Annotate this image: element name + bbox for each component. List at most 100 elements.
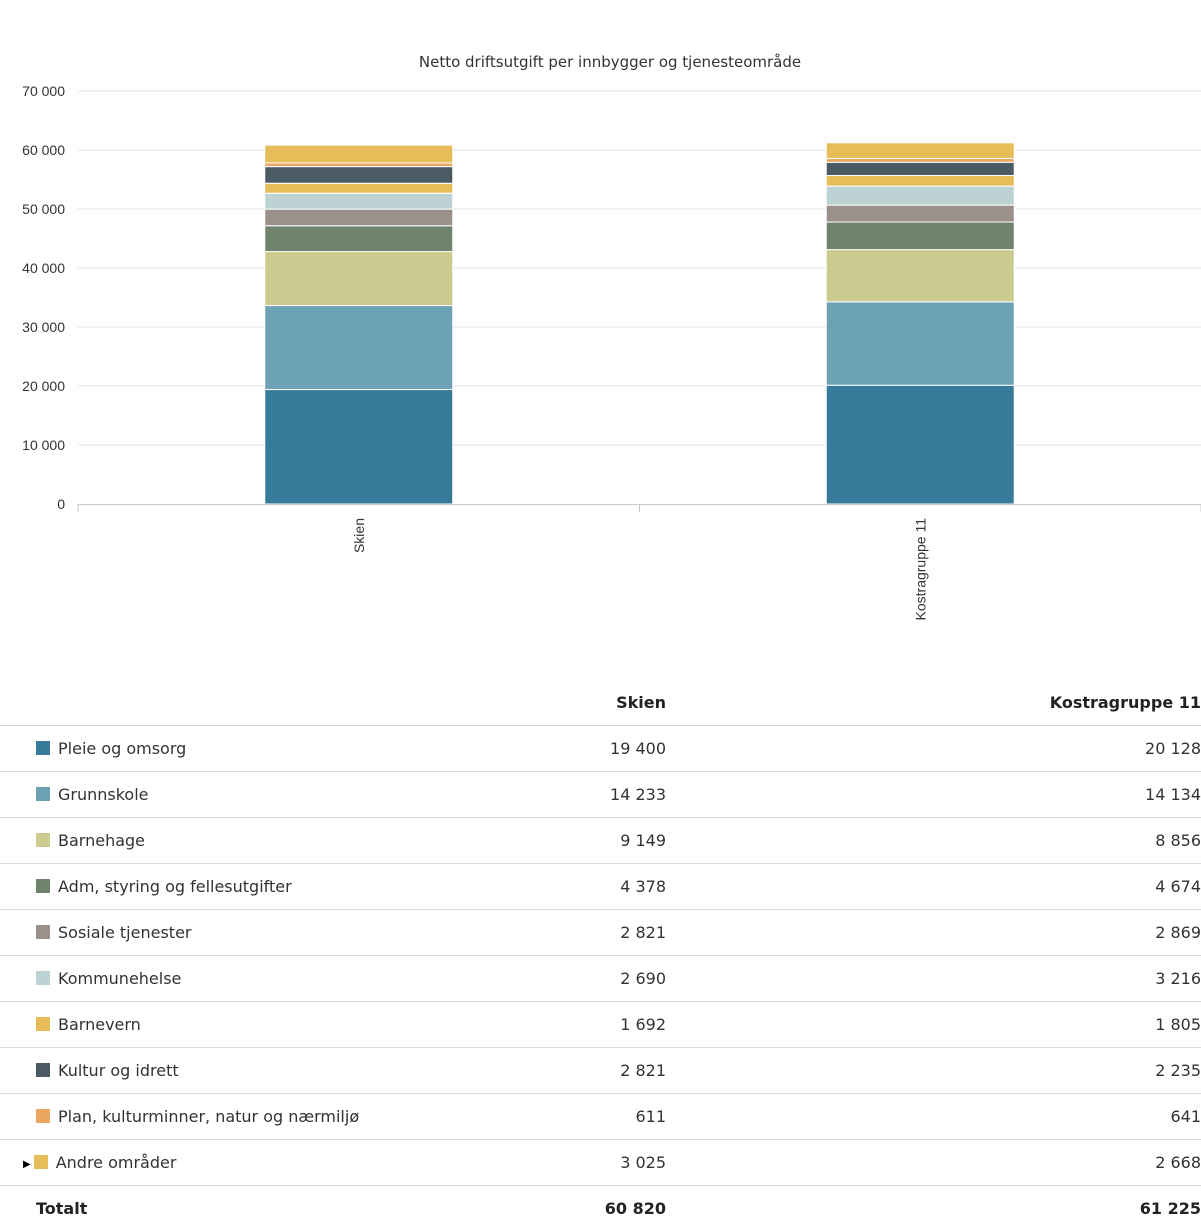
data-table: Skien Kostragruppe 11 Pleie og omsorg 19 … — [0, 680, 1201, 1231]
value-cell: 611 — [430, 1094, 666, 1140]
value-cell: 8 856 — [666, 818, 1201, 864]
chart-title: Netto driftsutgift per innbygger og tjen… — [419, 53, 801, 71]
row-label: Plan, kulturminner, natur og nærmiljø — [0, 1094, 430, 1140]
bar-segment[interactable]: Pleie og omsorg: 19 400 — [265, 390, 453, 504]
legend-swatch — [36, 879, 50, 893]
bar-segment[interactable]: Adm, styring og fellesutgifter: 4 378 — [265, 226, 453, 252]
row-label: Kommunehelse — [0, 956, 430, 1002]
value-cell: 641 — [666, 1094, 1201, 1140]
series-name: Plan, kulturminner, natur og nærmiljø — [58, 1107, 359, 1126]
bar-segment[interactable]: Pleie og omsorg: 20 128 — [826, 385, 1014, 504]
row-label: Kultur og idrett — [0, 1048, 430, 1094]
value-cell: 14 134 — [666, 772, 1201, 818]
value-cell: 2 821 — [430, 1048, 666, 1094]
y-tick-label: 10 000 — [22, 437, 65, 453]
series-name: Kommunehelse — [58, 969, 181, 988]
legend-swatch — [34, 1155, 48, 1169]
bar-segment[interactable]: Plan, kulturminner, natur og nærmiljø: 6… — [265, 163, 453, 167]
table-row: Plan, kulturminner, natur og nærmiljø 611… — [0, 1094, 1201, 1140]
value-cell: 14 233 — [430, 772, 666, 818]
y-tick-label: 0 — [57, 496, 65, 512]
row-label: Grunnskole — [0, 772, 430, 818]
bar-segment[interactable]: Andre områder: 3 025 — [265, 145, 453, 163]
y-tick-label: 50 000 — [22, 201, 65, 217]
row-label: Adm, styring og fellesutgifter — [0, 864, 430, 910]
bar-segment[interactable]: Andre områder: 2 668 — [826, 143, 1014, 159]
x-category-label: Kostragruppe 11 — [912, 518, 928, 621]
series-name: Pleie og omsorg — [58, 739, 186, 758]
bar-segment[interactable]: Kommunehelse: 3 216 — [826, 186, 1014, 205]
value-cell: 2 235 — [666, 1048, 1201, 1094]
value-cell: 3 216 — [666, 956, 1201, 1002]
value-cell: 1 692 — [430, 1002, 666, 1048]
table-header-row: Skien Kostragruppe 11 — [0, 680, 1201, 726]
bar-segment[interactable]: Kultur og idrett: 2 821 — [265, 167, 453, 184]
series-name: Grunnskole — [58, 785, 149, 804]
row-label: Barnehage — [0, 818, 430, 864]
bar-segment[interactable]: Barnevern: 1 805 — [826, 175, 1014, 186]
value-cell: 20 128 — [666, 726, 1201, 772]
row-label: Barnevern — [0, 1002, 430, 1048]
header-kostragruppe: Kostragruppe 11 — [666, 680, 1201, 726]
header-skien: Skien — [430, 680, 666, 726]
x-category-label: Skien — [351, 518, 367, 553]
series-name: Barnevern — [58, 1015, 141, 1034]
expand-arrow-icon[interactable]: ▶ — [23, 1159, 31, 1170]
value-cell: 2 668 — [666, 1140, 1201, 1186]
y-tick-label: 60 000 — [22, 142, 65, 158]
legend-swatch — [36, 787, 50, 801]
bar-segment[interactable]: Kultur og idrett: 2 235 — [826, 162, 1014, 175]
bar-segment[interactable]: Grunnskole: 14 134 — [826, 302, 1014, 385]
y-tick-label: 30 000 — [22, 319, 65, 335]
row-label: Sosiale tjenester — [0, 910, 430, 956]
value-cell: 2 690 — [430, 956, 666, 1002]
legend-swatch — [36, 741, 50, 755]
bar-segment[interactable]: Sosiale tjenester: 2 821 — [265, 209, 453, 226]
total-label: Totalt — [0, 1186, 430, 1231]
series-name: Barnehage — [58, 831, 145, 850]
series-name: Kultur og idrett — [58, 1061, 179, 1080]
y-tick-label: 20 000 — [22, 378, 65, 394]
value-cell: 4 674 — [666, 864, 1201, 910]
y-tick-label: 70 000 — [22, 83, 65, 99]
legend-swatch — [36, 833, 50, 847]
total-value-cell: 60 820 — [430, 1186, 666, 1231]
legend-swatch — [36, 1063, 50, 1077]
legend-swatch — [36, 925, 50, 939]
total-value-cell: 61 225 — [666, 1186, 1201, 1231]
bar-segment[interactable]: Adm, styring og fellesutgifter: 4 674 — [826, 222, 1014, 250]
bar-segment[interactable]: Grunnskole: 14 233 — [265, 306, 453, 390]
row-label: ▶ Andre områder — [0, 1140, 430, 1186]
bar-segment[interactable]: Kommunehelse: 2 690 — [265, 193, 453, 209]
value-cell: 2 869 — [666, 910, 1201, 956]
value-cell: 2 821 — [430, 910, 666, 956]
bar-segment[interactable]: Plan, kulturminner, natur og nærmiljø: 6… — [826, 159, 1014, 163]
chart: Netto driftsutgift per innbygger og tjen… — [0, 0, 1201, 665]
header-empty — [0, 680, 430, 726]
value-cell: 9 149 — [430, 818, 666, 864]
value-cell: 4 378 — [430, 864, 666, 910]
legend-swatch — [36, 971, 50, 985]
legend-swatch — [36, 1017, 50, 1031]
value-cell: 19 400 — [430, 726, 666, 772]
series-name: Adm, styring og fellesutgifter — [58, 877, 292, 896]
bar-segment[interactable]: Barnehage: 8 856 — [826, 250, 1014, 302]
value-cell: 3 025 — [430, 1140, 666, 1186]
bar-segment[interactable]: Sosiale tjenester: 2 869 — [826, 205, 1014, 222]
bar-segment[interactable]: Barnehage: 9 149 — [265, 252, 453, 306]
y-tick-label: 40 000 — [22, 260, 65, 276]
bar-segment[interactable]: Barnevern: 1 692 — [265, 183, 453, 193]
series-name: Sosiale tjenester — [58, 923, 191, 942]
row-label: Pleie og omsorg — [0, 726, 430, 772]
series-name: Andre områder — [56, 1153, 177, 1172]
legend-swatch — [36, 1109, 50, 1123]
value-cell: 1 805 — [666, 1002, 1201, 1048]
